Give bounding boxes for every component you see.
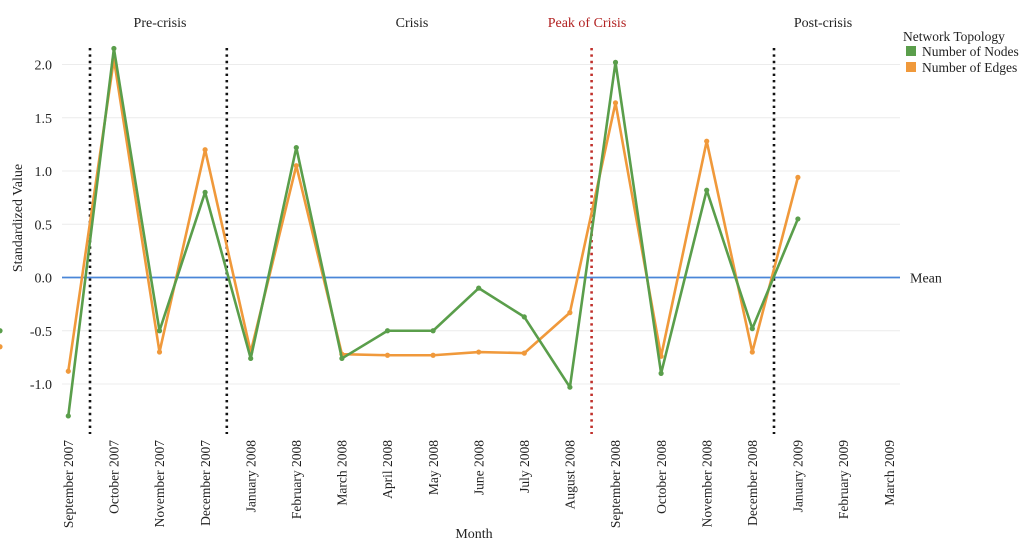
series-line [67,57,800,372]
data-point [749,349,755,355]
y-tick-label: 2.0 [35,59,53,74]
data-point [430,328,436,334]
legend-title: Network Topology [903,29,1005,44]
period-label-layer: Pre-crisis Crisis Peak of Crisis Post-crisi… [134,16,853,31]
x-tick-label: January 2008 [243,440,258,513]
x-tick-label: February 2008 [289,440,304,519]
x-axis-label: Month [455,527,492,539]
mean-label: Mean [910,272,942,287]
x-tick-label: June 2008 [471,440,486,495]
legend-swatch [906,46,916,56]
data-point [293,163,299,169]
data-point [111,45,117,52]
data-point [567,310,573,316]
period-label: Peak of Crisis [548,16,627,31]
data-point [795,216,801,222]
grid-layer [62,64,900,385]
data-point [704,187,710,193]
data-point [65,413,71,419]
x-tick-label: January 2009 [791,440,806,513]
y-axis-label: Standardized Value [11,164,26,272]
data-point [202,147,208,153]
period-divider-layer [88,48,776,434]
x-tick-label: May 2008 [426,440,441,495]
x-tick-label: November 2008 [699,440,714,528]
x-tick-label: October 2007 [107,440,122,514]
data-point [293,144,299,151]
data-point [156,349,163,355]
period-label: Crisis [396,16,429,31]
x-tick-label: March 2008 [335,440,350,506]
data-point [612,59,619,65]
x-tick-label: August 2008 [563,440,578,510]
data-point [384,352,391,358]
data-point [612,100,619,106]
data-point [202,189,208,195]
data-point [430,352,436,358]
x-tick-label: November 2007 [152,440,167,528]
period-label: Pre-crisis [134,16,187,31]
data-point [795,174,801,180]
period-label: Post-crisis [794,16,852,31]
axis-layer: -1.0 -0.5 0.0 0.5 1.0 1.5 2.0 September 2007 Oct… [30,59,897,529]
x-tick-label: April 2008 [380,440,395,499]
y-tick-label: 0.5 [35,218,53,233]
data-point [521,314,527,320]
data-point [0,328,3,334]
data-point [0,344,3,350]
series-layer [0,45,801,419]
data-point [476,349,482,355]
x-tick-label: March 2009 [882,440,897,506]
y-tick-label: 1.5 [35,112,53,127]
legend-swatch [906,62,916,72]
legend-entry: Number of Nodes [922,44,1019,59]
y-tick-label: 0.0 [35,272,53,287]
y-tick-label: 1.0 [35,165,53,180]
data-point [339,355,345,362]
data-point [567,384,573,390]
legend-entry: Number of Edges [922,60,1017,75]
data-point [156,328,163,334]
data-point [704,138,710,144]
x-tick-label: February 2009 [836,440,851,519]
data-point [521,350,527,356]
x-tick-label: December 2007 [198,440,213,526]
data-point [65,368,71,374]
x-tick-label: July 2008 [517,440,532,493]
y-tick-label: -1.0 [30,378,52,393]
data-point [248,355,254,362]
y-tick-label: -0.5 [30,325,52,340]
data-point [476,285,482,291]
mean-line-layer: Mean [62,272,942,287]
x-tick-label: September 2008 [608,440,623,528]
data-point [658,370,664,376]
x-tick-label: December 2008 [745,440,760,526]
data-point [384,328,391,334]
x-tick-label: September 2007 [61,440,76,528]
x-tick-label: October 2008 [654,440,669,514]
data-point [749,326,755,332]
